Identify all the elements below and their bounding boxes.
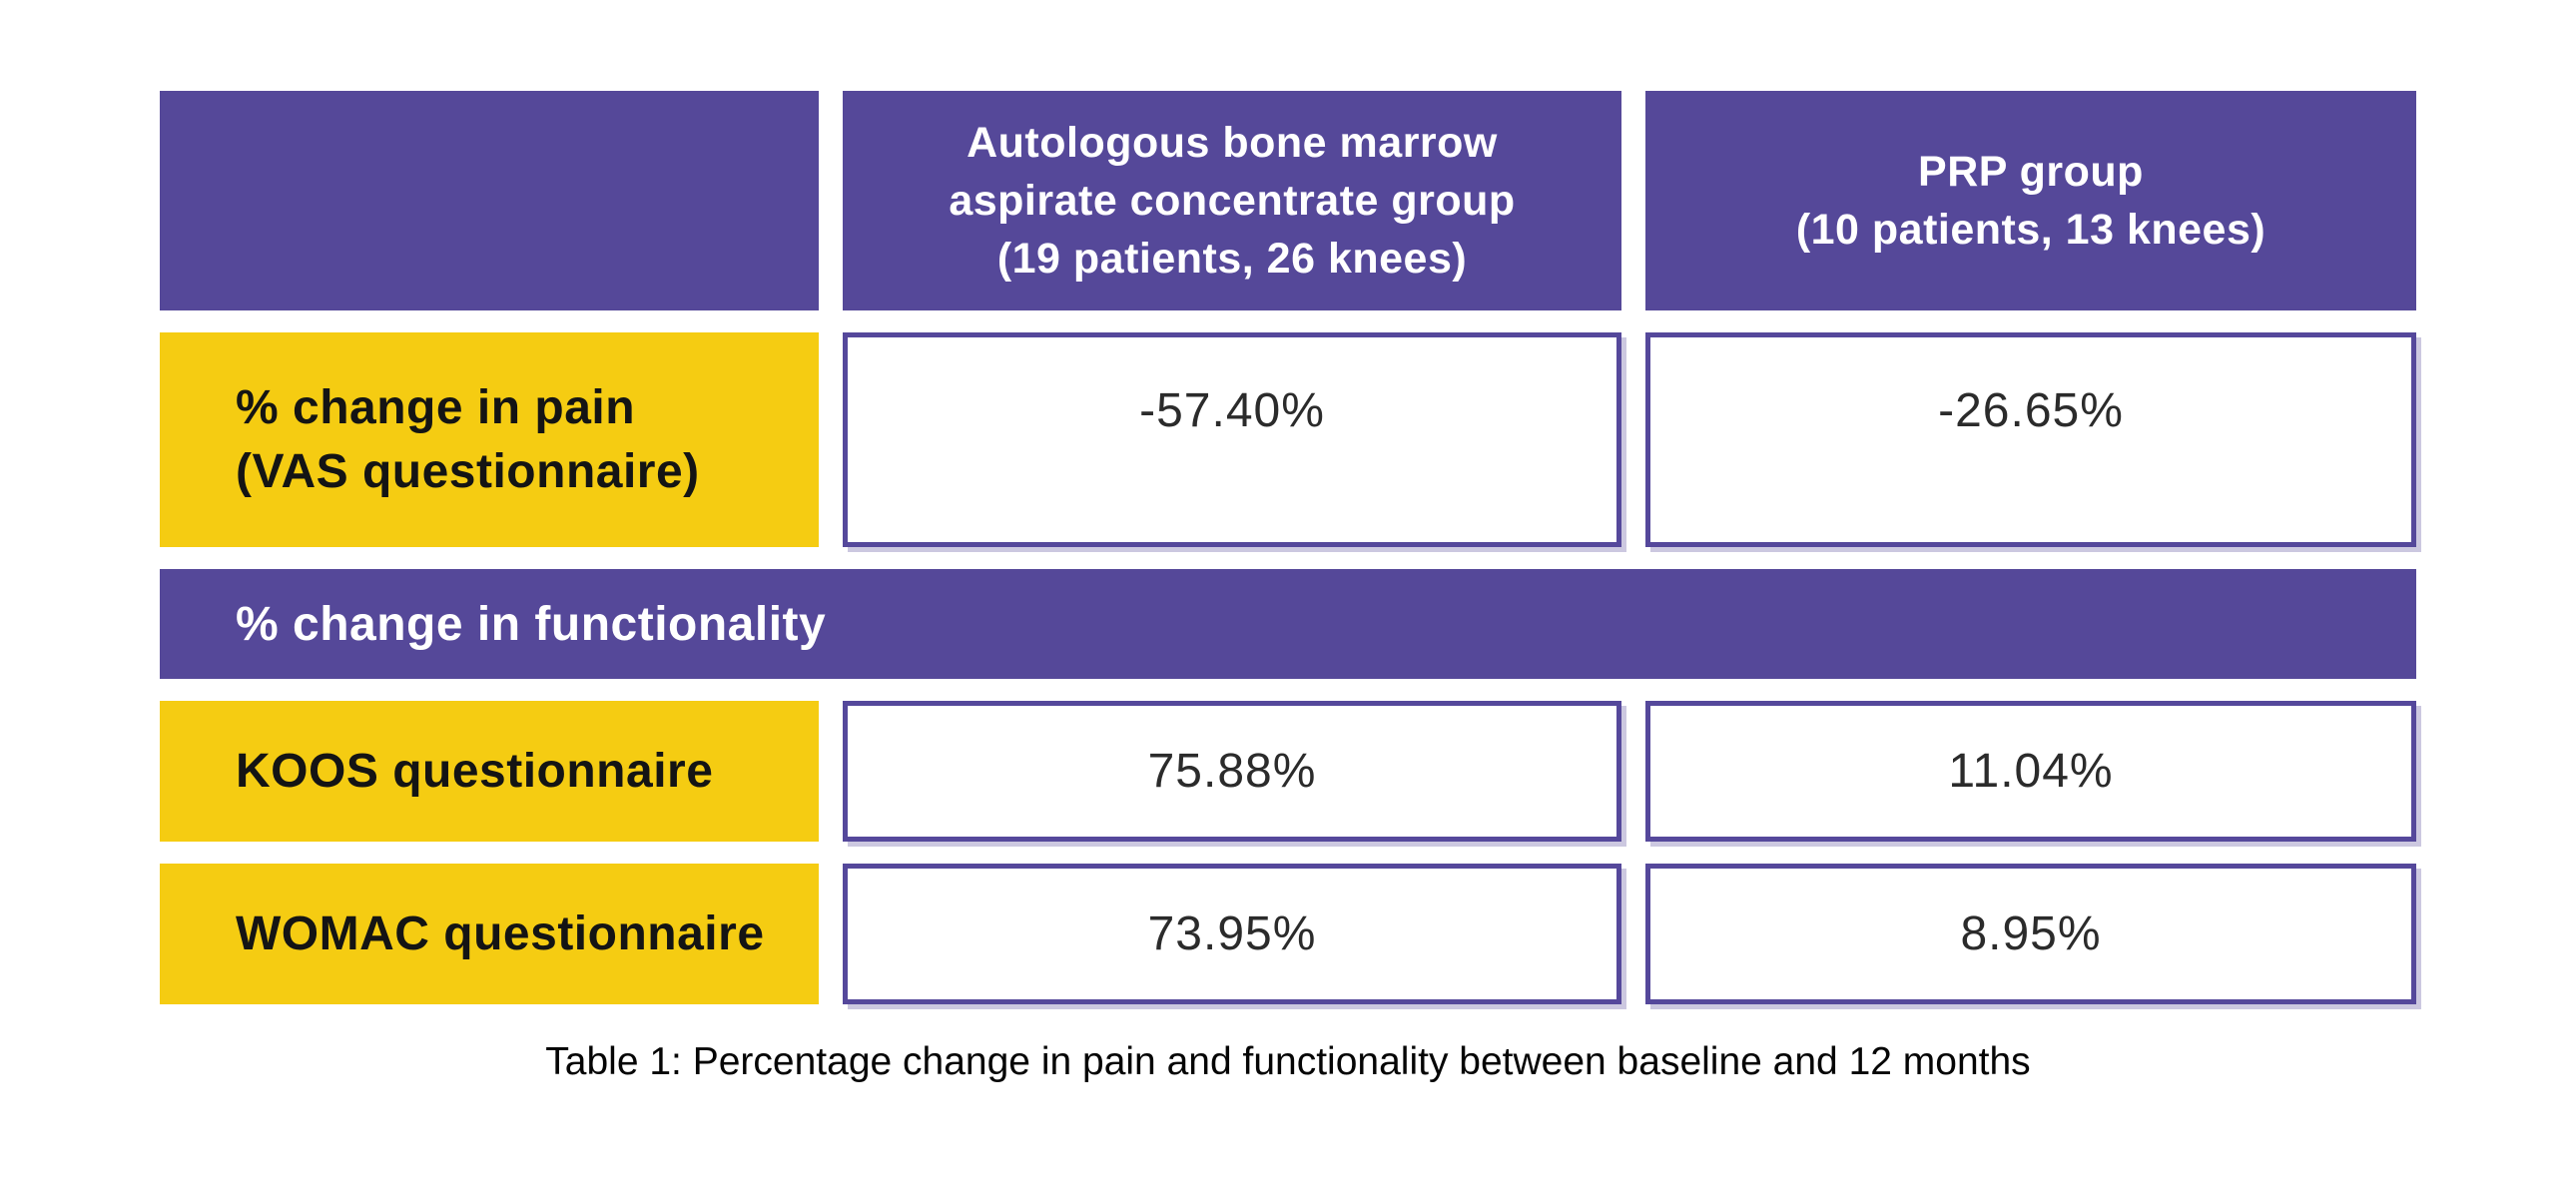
row-label-line: (VAS questionnaire) [236,444,700,498]
results-table: Autologous bone marrow aspirate concentr… [160,91,2416,1084]
cell-womac-bone-marrow: 73.95% [843,864,1621,1004]
corner-header-cell [160,91,819,310]
cell-womac-prp: 8.95% [1645,864,2416,1004]
value-text: 8.95% [1960,907,2102,960]
table-grid: Autologous bone marrow aspirate concentr… [160,91,2416,1004]
header-subtitle: (19 patients, 26 knees) [996,235,1468,283]
value-text: 73.95% [1147,907,1317,960]
cell-vas-prp: -26.65% [1645,332,2416,547]
row-label-koos: KOOS questionnaire [160,701,819,842]
cell-vas-bone-marrow: -57.40% [843,332,1621,547]
column-header-prp-group: PRP group (10 patients, 13 knees) [1645,91,2416,310]
row-label-line: WOMAC questionnaire [236,906,765,960]
row-label-womac: WOMAC questionnaire [160,864,819,1004]
cell-koos-bone-marrow: 75.88% [843,701,1621,842]
header-title-line: Autologous bone marrow [966,119,1498,167]
row-label-line: KOOS questionnaire [236,744,714,798]
value-text: 75.88% [1147,745,1317,798]
row-label-line: % change in pain [236,380,636,434]
header-subtitle: (10 patients, 13 knees) [1795,206,2266,254]
value-text: -26.65% [1938,384,2124,437]
row-label-vas: % change in pain (VAS questionnaire) [160,332,819,547]
header-title-line: PRP group [1918,148,2144,196]
section-header-functionality: % change in functionality [160,569,2416,679]
table-caption: Table 1: Percentage change in pain and f… [545,1040,2031,1083]
value-text: 11.04% [1948,745,2114,798]
cell-koos-prp: 11.04% [1645,701,2416,842]
column-header-bone-marrow-group: Autologous bone marrow aspirate concentr… [843,91,1621,310]
value-text: -57.40% [1139,384,1325,437]
header-title-line: aspirate concentrate group [949,177,1516,225]
